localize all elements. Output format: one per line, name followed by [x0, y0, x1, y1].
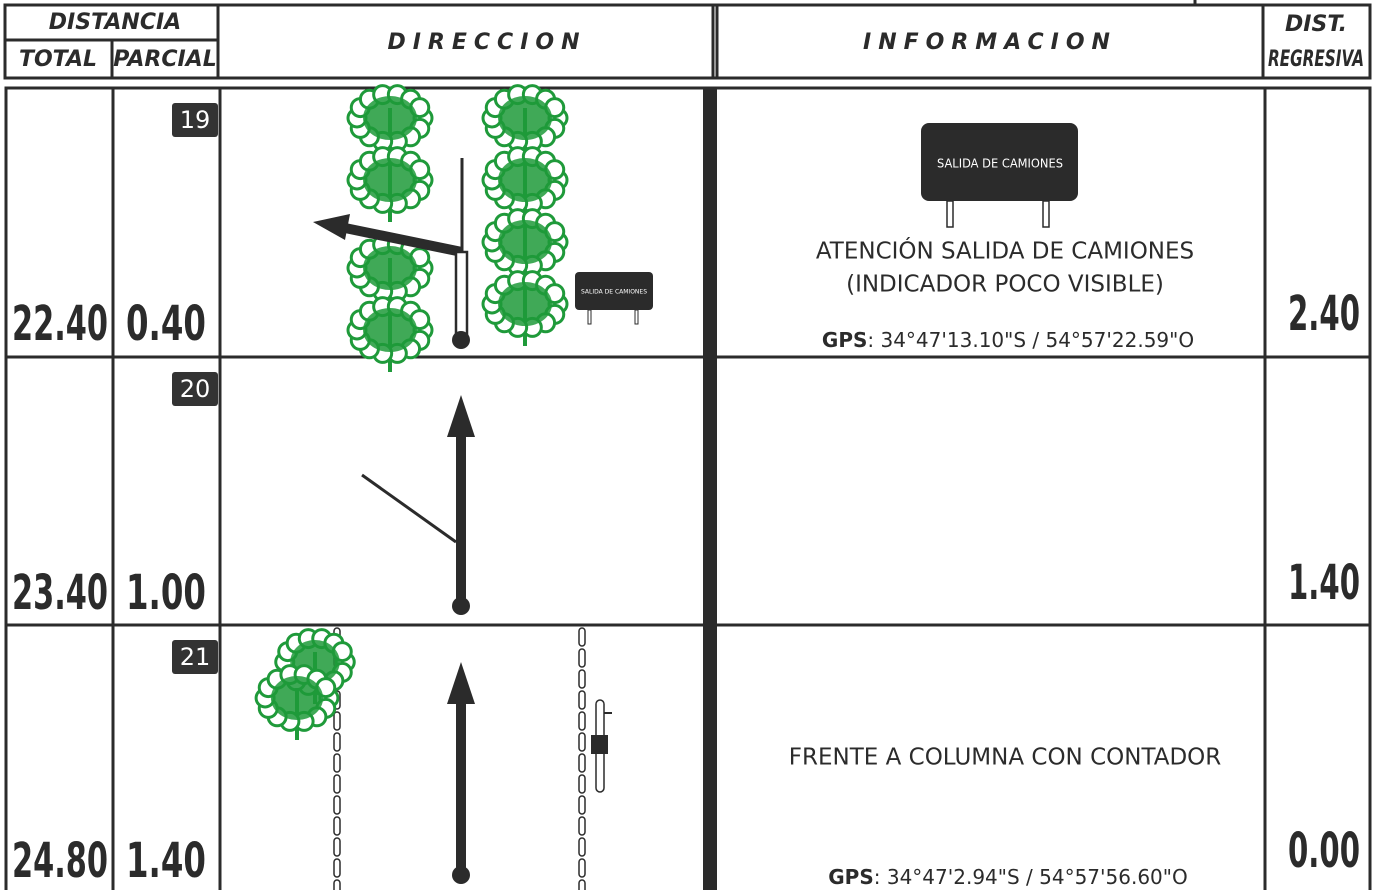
side-road [361, 473, 457, 544]
route-start [452, 331, 470, 349]
row-number-badge [172, 372, 218, 406]
partial-distance: 0.40 [126, 296, 206, 352]
curb-segment [578, 648, 586, 668]
curb-segment [333, 774, 341, 794]
direction-sign-text: SALIDA DE CAMIONES [581, 289, 647, 296]
info-sign-post [946, 200, 954, 228]
rows: 19 22.40 0.40 2.40 SALIDA DE CAMIONES ATENCIÓ… [12, 84, 1360, 890]
info-text: ATENCIÓN SALIDA DE CAMIONES [816, 237, 1194, 265]
curb-segment [578, 711, 586, 731]
tree-crown [363, 246, 417, 290]
gps-coordinates: : 34°47'13.10"S / 54°57'22.59"O [867, 328, 1194, 352]
header-distancia: DISTANCIA [49, 10, 181, 35]
info-text: (INDICADOR POCO VISIBLE) [846, 272, 1164, 298]
curb-segment [578, 774, 586, 794]
gps-text: GPS: 34°47'13.10"S / 54°57'22.59"O [822, 328, 1194, 352]
route-line [343, 223, 464, 257]
header-dist: DIST. [1285, 12, 1347, 37]
route-stem [454, 250, 469, 342]
tree-crown [498, 96, 552, 140]
tree-crown [498, 282, 552, 326]
curb-segment [578, 879, 586, 890]
header-total: TOTAL [19, 47, 97, 72]
info-sign-text: SALIDA DE CAMIONES [937, 157, 1063, 171]
route-arrowhead [447, 662, 475, 704]
curb-segment [333, 858, 341, 878]
remaining-distance: 0.00 [1288, 823, 1360, 879]
tree-crown [363, 96, 417, 140]
curb-segment [578, 732, 586, 752]
info-sign-post [1042, 200, 1050, 228]
gps-label: GPS [828, 865, 873, 889]
curb-segment [578, 837, 586, 857]
tree [346, 234, 434, 372]
route-arrowhead [313, 214, 350, 240]
info-sign-board [921, 123, 1078, 201]
curb-segment [578, 669, 586, 689]
partial-distance: 1.40 [126, 833, 206, 889]
header-parcial: PARCIAL [113, 47, 216, 72]
total-distance: 24.80 [12, 833, 108, 889]
header-regresiva: REGRESIVA [1268, 47, 1364, 72]
curb-segment [578, 795, 586, 815]
row-number-badge [172, 103, 218, 137]
row-number: 20 [180, 375, 211, 403]
body-grid [4, 86, 1372, 890]
total-distance: 22.40 [12, 296, 108, 352]
tree [346, 84, 434, 222]
gps-label: GPS [822, 328, 867, 352]
gps-text: GPS: 34°47'2.94"S / 54°57'56.60"O [828, 865, 1187, 889]
curb-segment [578, 858, 586, 878]
header: DISTANCIA TOTAL PARCIAL DIRECCION INFORM… [3, 0, 1372, 80]
direction-sign-post [634, 309, 639, 325]
curb-segment [333, 711, 341, 731]
row-number: 21 [180, 643, 211, 671]
info-text: FRENTE A COLUMNA CON CONTADOR [789, 745, 1222, 771]
curb-segment [578, 690, 586, 710]
curb-segment [578, 627, 586, 647]
curb-segment [578, 753, 586, 773]
tree-crown [270, 676, 324, 720]
header-informacion: INFORMACION [863, 30, 1117, 55]
tree-crown [363, 158, 417, 202]
partial-distance: 1.00 [126, 565, 206, 621]
tree [254, 664, 340, 740]
gps-coordinates: : 34°47'2.94"S / 54°57'56.60"O [874, 865, 1188, 889]
curb-segment [333, 732, 341, 752]
route-start [452, 597, 470, 615]
direction-sign-board [575, 272, 653, 310]
tree-crown [363, 308, 417, 352]
tree [481, 84, 569, 346]
meter-box [591, 735, 608, 754]
total-distance: 23.40 [12, 565, 108, 621]
curb-segment [333, 795, 341, 815]
curb-segment [333, 816, 341, 836]
curb-segment [333, 753, 341, 773]
tree-crown [498, 158, 552, 202]
curb-segment [578, 816, 586, 836]
direction-sign-post [587, 309, 592, 325]
remaining-distance: 1.40 [1288, 555, 1360, 611]
route-arrowhead [447, 395, 475, 437]
row-number-badge [172, 640, 218, 674]
remaining-distance: 2.40 [1288, 286, 1360, 342]
row-number: 19 [180, 106, 211, 134]
center-bar [703, 88, 717, 890]
body-box [4, 86, 1372, 890]
curb-segment [333, 837, 341, 857]
route-start [452, 866, 470, 884]
curb-segment [333, 879, 341, 890]
tree-crown [498, 220, 552, 264]
header-direccion: DIRECCION [387, 30, 586, 55]
